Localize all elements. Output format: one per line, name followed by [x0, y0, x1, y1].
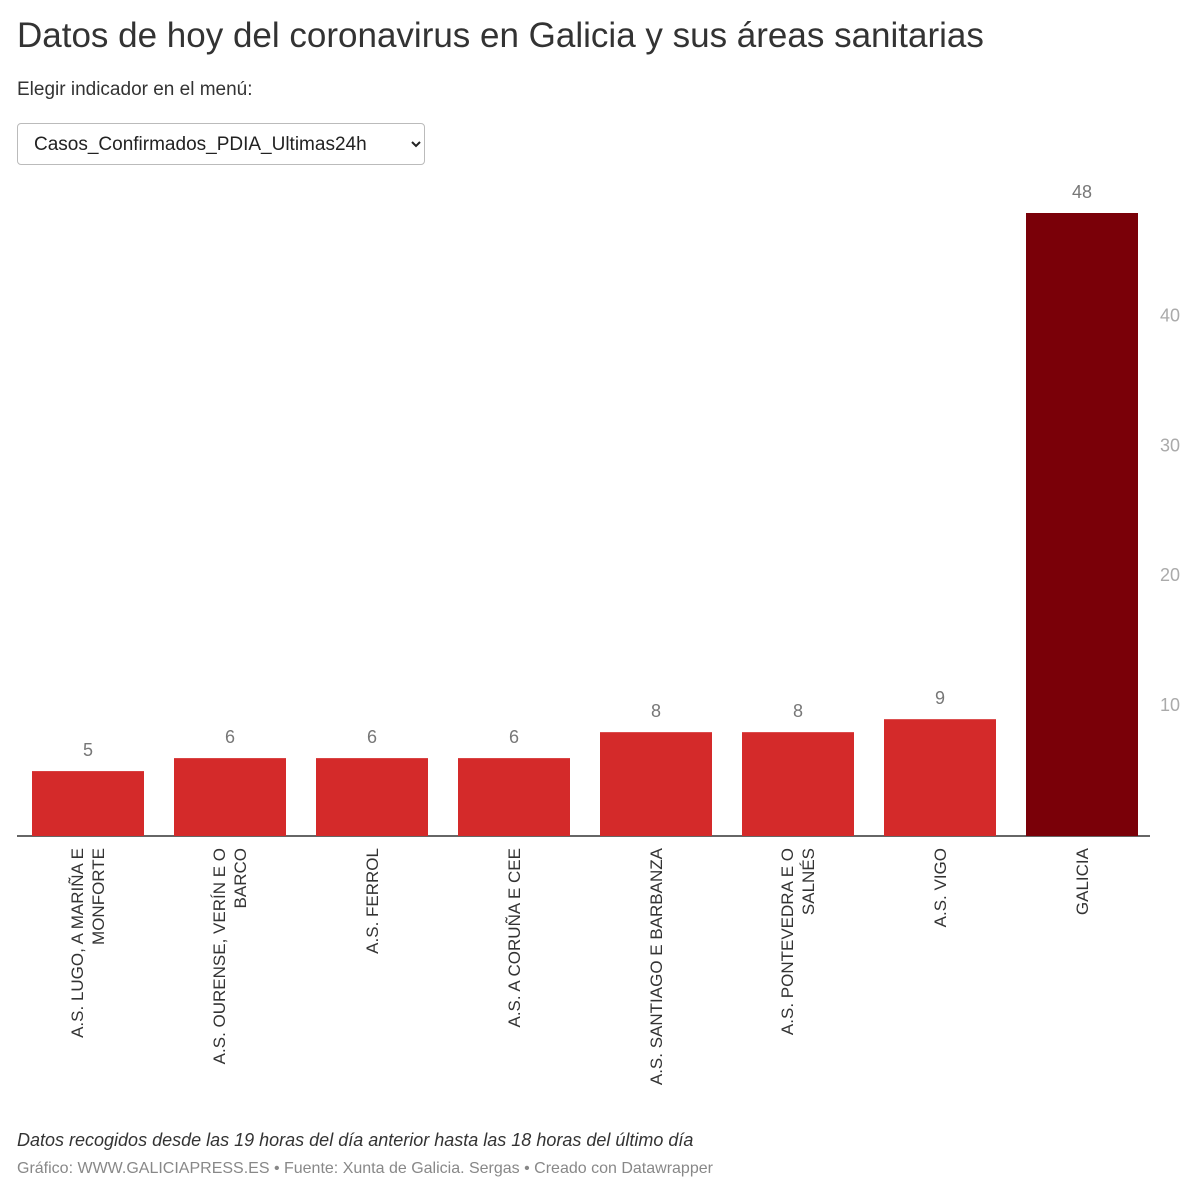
value-label: 5	[83, 740, 93, 760]
x-tick-label: A.S. SANTIAGO E BARBANZA	[646, 848, 666, 1086]
bar	[742, 732, 854, 836]
x-tick-label: A.S. FERROL	[362, 848, 382, 954]
value-label: 8	[651, 701, 661, 721]
x-tick-label: A.S. LUGO, A MARIÑA E MONFORTE	[68, 848, 108, 1038]
x-tick-label: GALICIA	[1072, 848, 1092, 916]
bar	[316, 758, 428, 836]
x-tick-label-box: A.S. SANTIAGO E BARBANZA	[632, 848, 680, 1088]
y-tick-label: 30	[1160, 435, 1180, 455]
x-tick-label-box: A.S. PONTEVEDRA E O SALNÉS	[774, 848, 822, 1088]
y-tick-label: 40	[1160, 306, 1180, 326]
bar	[174, 758, 286, 836]
x-tick-label-box: A.S. FERROL	[348, 848, 396, 1088]
value-label: 6	[367, 727, 377, 747]
x-tick-label: A.S. OURENSE, VERÍN E O BARCO	[210, 848, 250, 1065]
bar	[600, 732, 712, 836]
x-tick-label-box: GALICIA	[1058, 848, 1106, 1088]
value-label: 9	[935, 688, 945, 708]
value-label: 6	[509, 727, 519, 747]
y-tick-label: 20	[1160, 565, 1180, 585]
bar	[1026, 213, 1138, 836]
chart-note: Datos recogidos desde las 19 horas del d…	[17, 1130, 694, 1150]
bar	[458, 758, 570, 836]
x-tick-label: A.S. PONTEVEDRA E O SALNÉS	[778, 848, 818, 1036]
x-tick-label-box: A.S. LUGO, A MARIÑA E MONFORTE	[64, 848, 112, 1088]
x-tick-label-box: A.S. A CORUÑA E CEE	[490, 848, 538, 1088]
y-tick-label: 10	[1160, 695, 1180, 715]
bar	[884, 719, 996, 836]
x-tick-label: A.S. A CORUÑA E CEE	[504, 848, 524, 1028]
bar	[32, 771, 144, 836]
x-tick-label-box: A.S. OURENSE, VERÍN E O BARCO	[206, 848, 254, 1088]
menu-label: Elegir indicador en el menú:	[17, 79, 253, 100]
value-label: 48	[1072, 182, 1092, 202]
chart-credit: Gráfico: WWW.GALICIAPRESS.ES • Fuente: X…	[17, 1160, 713, 1177]
chart-title: Datos de hoy del coronavirus en Galicia …	[17, 16, 984, 55]
value-label: 8	[793, 701, 803, 721]
indicator-menu[interactable]: Casos_Confirmados_PDIA_Ultimas24h	[17, 123, 425, 165]
value-label: 6	[225, 727, 235, 747]
x-tick-label-box: A.S. VIGO	[916, 848, 964, 1088]
x-tick-label: A.S. VIGO	[930, 848, 950, 928]
